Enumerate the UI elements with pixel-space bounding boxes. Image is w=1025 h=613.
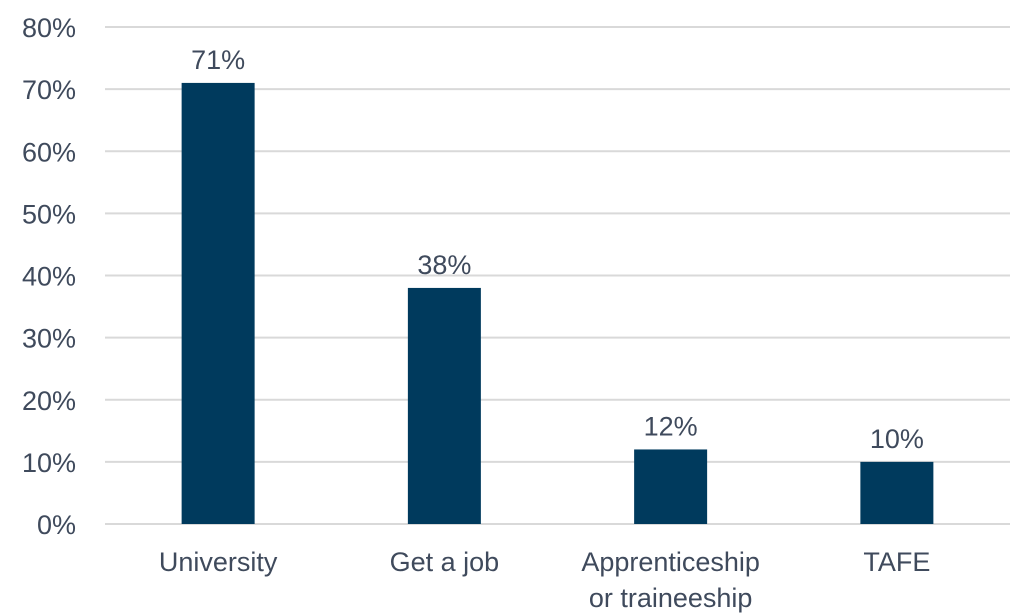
category-label: Get a job (390, 547, 500, 577)
y-tick-label: 70% (22, 75, 76, 105)
x-axis-category-labels: University Get a job Apprenticeship or trai… (159, 547, 931, 613)
y-tick-label: 30% (22, 324, 76, 354)
category-label-line: Apprenticeship (581, 547, 760, 577)
bars (181, 82, 934, 524)
category-label: TAFE (863, 547, 930, 577)
category-label: Apprenticeship or traineeship (581, 547, 760, 613)
data-label: 38% (417, 250, 471, 280)
category-label-line: University (159, 547, 278, 577)
y-tick-label: 20% (22, 386, 76, 416)
data-labels: 71% 38% 12% 10% (191, 45, 924, 454)
category-label: University (159, 547, 278, 577)
bar (181, 82, 255, 524)
y-tick-label: 0% (37, 510, 76, 540)
category-label-line: Get a job (390, 547, 500, 577)
bar (407, 287, 481, 524)
category-label-line: TAFE (863, 547, 930, 577)
bar (860, 461, 934, 524)
data-label: 10% (870, 424, 924, 454)
data-label: 12% (644, 411, 698, 441)
y-tick-label: 80% (22, 13, 76, 43)
bar (634, 449, 708, 524)
category-label-line: or traineeship (589, 583, 753, 613)
y-tick-label: 10% (22, 448, 76, 478)
gridlines (105, 26, 1010, 525)
data-label: 71% (191, 45, 245, 75)
y-tick-label: 50% (22, 199, 76, 229)
y-tick-label: 60% (22, 137, 76, 167)
y-tick-label: 40% (22, 262, 76, 292)
y-axis-tick-labels: 0% 10% 20% 30% 40% 50% 60% 70% 80% (22, 13, 76, 540)
